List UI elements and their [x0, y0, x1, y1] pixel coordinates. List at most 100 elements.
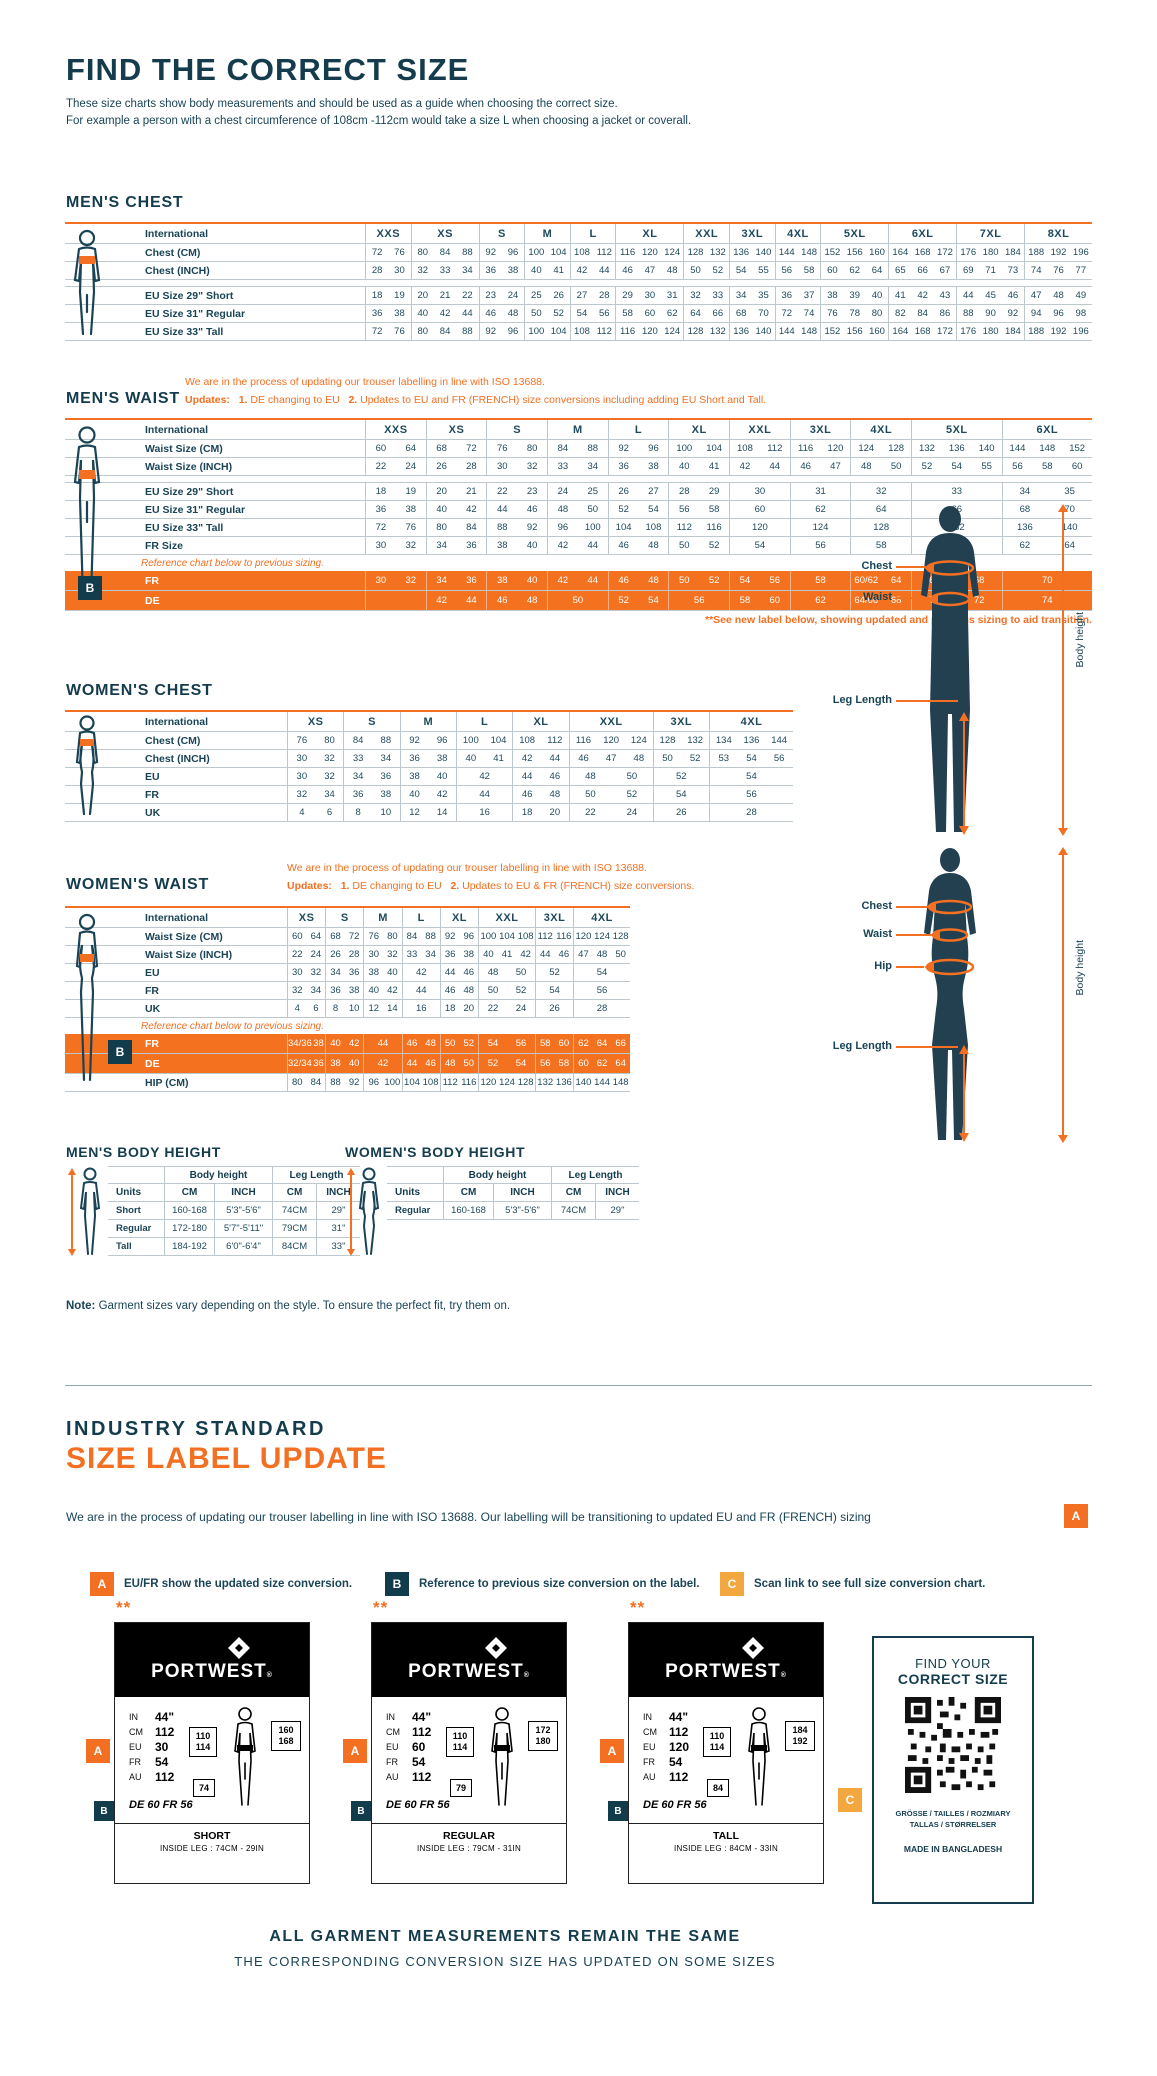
- measurement-cell: 184-192: [164, 1238, 214, 1255]
- registered-mark: ®: [266, 1672, 273, 1679]
- size-cell: 112 116: [534, 928, 573, 945]
- size-column-header: XXL: [568, 712, 653, 731]
- table-row: FR Size303234363840424446485052545658606…: [65, 537, 1092, 555]
- size-cell: 18 19: [365, 287, 411, 304]
- label-size-row: AU 112: [643, 1769, 689, 1784]
- size-label-update-heading: SIZE LABEL UPDATE: [66, 1442, 387, 1475]
- size-value: 112: [669, 1769, 689, 1784]
- size-cell: 48 50: [547, 501, 608, 518]
- size-value: 112: [412, 1724, 432, 1739]
- mens-chest-heading: MEN'S CHEST: [66, 194, 184, 211]
- size-cell: 92 96: [478, 323, 525, 340]
- womens-waist-figure-icon: [75, 913, 99, 1082]
- qr-box: FIND YOUR CORRECT SIZE: [872, 1636, 1034, 1904]
- size-cell: 32 34: [287, 786, 343, 803]
- womens-waist-updates-note: Updates: 1. DE changing to EU 2. Updates…: [287, 880, 695, 892]
- row-label: EU: [145, 770, 160, 783]
- chest-measure-box: 110 114: [703, 1727, 731, 1757]
- measurement-cell: 6'0"-6'4": [214, 1238, 272, 1255]
- size-column-header: XL: [512, 712, 568, 731]
- size-cell: 40 42: [425, 501, 487, 518]
- size-cell: 16: [455, 804, 512, 821]
- size-cell: 60/62 64: [850, 571, 911, 590]
- size-cell: 94 96 98: [1024, 305, 1092, 322]
- size-cell: 36 38: [365, 501, 426, 518]
- qr-languages: GRÖSSE / TAILLES / ROZMIARY TALLAS / STØR…: [895, 1809, 1011, 1829]
- table-row: EU Size 31" Regular 36 38 40 42 44 46 48 50 52 54 5…: [65, 305, 1092, 323]
- size-column-header: 4XL: [708, 712, 793, 731]
- column-header-international: International: [145, 911, 209, 924]
- previous-size-text: DE 60 FR 56: [129, 1799, 193, 1811]
- size-column-header: 4XL: [850, 420, 911, 439]
- size-value: 112: [155, 1724, 175, 1739]
- size-unit: CM: [386, 1726, 400, 1737]
- size-cell: 32 33: [683, 287, 729, 304]
- label-size-row: CM 112: [129, 1724, 174, 1739]
- page-title: FIND THE CORRECT SIZE: [66, 52, 470, 87]
- size-cell: 54 56: [478, 1034, 535, 1053]
- size-cell: 20 21: [425, 483, 487, 500]
- size-cell: 72 76: [365, 244, 411, 261]
- size-column-header: XL: [439, 908, 478, 927]
- unit-column-header: INCH: [214, 1184, 272, 1201]
- legend-c-text: Scan link to see full size conversion ch…: [754, 1578, 986, 1590]
- units-header-row: Units CM INCH CM INCH: [387, 1184, 639, 1202]
- size-cell: 100 104: [524, 244, 570, 261]
- measurement-cell: 5'7"-5'11": [214, 1220, 272, 1237]
- row-label: FR: [145, 788, 159, 801]
- legend-item-c: C Scan link to see full size conversion …: [720, 1572, 985, 1596]
- measurement-cell: 5'3"-5'6": [493, 1202, 551, 1219]
- size-cell: 26: [652, 804, 709, 821]
- table-row: EU Size 29" Short 18 19 20 21 22 23 24 25 26 27 28 2…: [65, 287, 1092, 305]
- size-unit: FR: [129, 1756, 141, 1767]
- garment-note: Note: Garment sizes vary depending on th…: [66, 1300, 511, 1312]
- size-unit: EU: [129, 1741, 142, 1752]
- size-cell: 54: [652, 786, 709, 803]
- size-cell: 120 124 128: [573, 928, 630, 945]
- size-cell: 30 32: [365, 571, 426, 590]
- inside-leg-text: INSIDE LEG : 84CM - 33IN: [673, 1844, 779, 1853]
- size-cell: 96 100: [363, 1074, 401, 1091]
- size-cell: 68 72: [425, 440, 487, 457]
- womens-body-height-heading: WOMEN'S BODY HEIGHT: [345, 1144, 526, 1160]
- mens-chest-table: International XXS XS S M L XL XXL 3XL 4XL 5XL 6XL 7X…: [65, 222, 1092, 341]
- size-value: 44": [412, 1709, 432, 1724]
- body-height-group-header: Body height: [164, 1167, 272, 1183]
- female-hip-label: Hip: [874, 960, 892, 972]
- size-cell: 60 64: [365, 440, 426, 457]
- row-label: FR Size: [145, 539, 183, 552]
- size-cell: 68 70: [729, 305, 775, 322]
- table-row: FR 32 34 36 38 40 42 44 46 48 50 52 54 56: [65, 982, 630, 1000]
- size-cell: 46 48: [401, 1034, 440, 1053]
- size-cell: 74 76 77: [1024, 262, 1092, 279]
- size-cell: 56: [573, 982, 630, 999]
- table-header-row: International XXS XS S M L XL XXL 3XL 4XL 5XL 6XL: [65, 420, 1092, 440]
- size-cell: 46 47 48: [615, 262, 683, 279]
- row-label: UK: [145, 806, 161, 819]
- size-cell: 50: [547, 591, 608, 610]
- size-cell: 44 46: [512, 768, 568, 785]
- leg-length-group-header: Leg Length: [551, 1167, 639, 1183]
- size-cell: 116 120: [789, 440, 851, 457]
- size-cell: 188 192 196: [1024, 323, 1092, 340]
- label-size-row: IN 44": [643, 1709, 689, 1724]
- table-header-row: International XS S M L XL XXL 3XL 4XL: [65, 712, 793, 732]
- size-cell: 72 76: [365, 323, 411, 340]
- qr-made-in: MADE IN BANGLADESH: [903, 1844, 1003, 1854]
- table-row: EU Size 29" Short 18 19 20 21 22 23 24 25 26 27 28 2…: [65, 483, 1092, 501]
- size-column-header: M: [547, 420, 608, 439]
- size-cell: 152 156 160: [820, 244, 888, 261]
- size-unit: AU: [386, 1771, 399, 1782]
- label-size-row: FR 54: [643, 1754, 689, 1769]
- label-person-icon: [234, 1707, 256, 1806]
- size-cell: 30 32: [363, 946, 401, 963]
- size-cell: 104 108: [607, 519, 669, 536]
- size-cell: 47 48 50: [573, 946, 630, 963]
- size-column-header: M: [363, 908, 401, 927]
- size-cell: 188 192 196: [1024, 244, 1092, 261]
- size-cell: 48 50: [478, 964, 535, 981]
- size-cell: 36 37: [774, 287, 821, 304]
- row-label: Chest (INCH): [145, 752, 210, 765]
- label-stars-3: **: [630, 1598, 646, 1617]
- previous-size-text: DE 60 FR 56: [386, 1799, 450, 1811]
